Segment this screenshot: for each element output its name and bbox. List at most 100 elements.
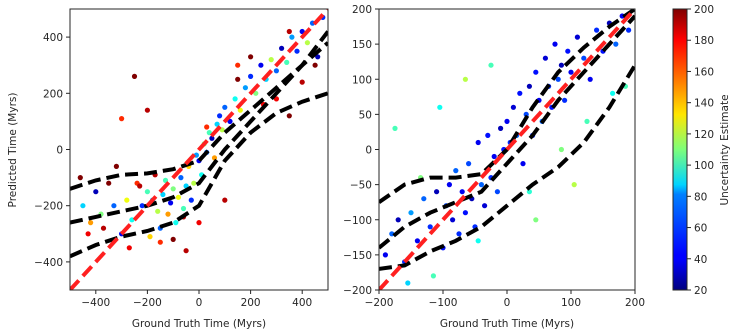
left-reference-line bbox=[70, 9, 328, 290]
right-x-axis-ticks: −200 −100 0 100 200 bbox=[365, 290, 645, 309]
right-scatter-point bbox=[568, 69, 574, 75]
right-bound-line-2 bbox=[379, 64, 635, 271]
left-scatter-point bbox=[315, 54, 321, 60]
colorbar-ticks: 20 40 60 80 100 120 140 160 180 200 bbox=[687, 4, 714, 297]
right-scatter-point bbox=[450, 217, 456, 223]
right-y-tick-label: 0 bbox=[365, 145, 372, 157]
right-scatter-point bbox=[498, 125, 504, 131]
right-scatter-point bbox=[453, 168, 459, 174]
left-scatter-point bbox=[222, 197, 228, 203]
right-scatter-point bbox=[430, 273, 436, 279]
left-scatter-point bbox=[286, 28, 292, 35]
left-scatter-point bbox=[279, 45, 285, 51]
left-scatter-point bbox=[191, 180, 197, 186]
left-scatter-point bbox=[273, 68, 279, 74]
left-y-tick-label: 0 bbox=[56, 145, 63, 157]
colorbar-tick-label: 180 bbox=[694, 35, 714, 47]
right-bound-lines bbox=[379, 9, 635, 271]
right-y-tick-label: −50 bbox=[350, 180, 372, 192]
left-scatter-point bbox=[93, 189, 99, 195]
right-scatter-point bbox=[459, 189, 465, 195]
right-scatter-point bbox=[408, 210, 414, 216]
left-scatter-point bbox=[248, 54, 254, 60]
left-scatter-point bbox=[168, 200, 174, 206]
colorbar-tick-label: 100 bbox=[694, 160, 714, 172]
right-x-axis-label: Ground Truth Time (Myrs) bbox=[440, 318, 574, 330]
left-scatter-point bbox=[77, 175, 83, 181]
right-scatter-point bbox=[526, 83, 533, 89]
right-bound-line-1 bbox=[379, 9, 635, 204]
colorbar-tick-label: 20 bbox=[694, 285, 707, 297]
left-x-tick-label: 0 bbox=[196, 297, 203, 309]
right-scatter-point bbox=[504, 118, 510, 124]
right-y-tick-label: 100 bbox=[352, 74, 372, 86]
right-scatter-point bbox=[421, 196, 427, 202]
left-scatter-point bbox=[155, 208, 161, 214]
left-scatter-point bbox=[284, 59, 290, 65]
right-scatter-point bbox=[482, 203, 488, 209]
left-scatter-point bbox=[173, 220, 179, 226]
right-scatter-point bbox=[491, 153, 497, 160]
right-scatter-point bbox=[587, 76, 593, 82]
left-scatter-point bbox=[80, 203, 86, 209]
right-scatter-point bbox=[626, 27, 632, 33]
right-scatter-point bbox=[494, 189, 500, 195]
right-scatter-point bbox=[517, 90, 523, 96]
right-y-tick-label: 150 bbox=[352, 39, 372, 51]
left-y-tick-label: 200 bbox=[43, 88, 63, 100]
right-scatter-point bbox=[456, 231, 462, 237]
right-y-tick-label: −200 bbox=[343, 285, 372, 297]
right-scatter-point bbox=[581, 55, 587, 61]
left-bound-line-1 bbox=[70, 41, 328, 191]
right-y-tick-label: 50 bbox=[359, 109, 372, 121]
left-scatter-point bbox=[144, 107, 150, 113]
colorbar-tick-label: 80 bbox=[694, 191, 707, 203]
left-scatter-point bbox=[160, 191, 166, 198]
left-scatter-point bbox=[85, 231, 91, 237]
left-scatter-point bbox=[119, 116, 125, 122]
right-x-tick-label: 0 bbox=[504, 297, 511, 309]
left-scatter-point bbox=[211, 155, 218, 161]
left-scatter-point bbox=[183, 248, 189, 254]
left-scatter-point bbox=[268, 57, 274, 63]
left-bound-line-2 bbox=[70, 91, 328, 259]
colorbar: 20 40 60 80 100 120 140 160 180 200 Uncertainty E… bbox=[672, 4, 731, 297]
right-scatter-point bbox=[558, 146, 565, 153]
right-scatter-point bbox=[446, 182, 452, 188]
right-x-tick-label: 100 bbox=[561, 297, 581, 309]
left-scatter-point bbox=[165, 211, 171, 217]
left-scatter-point bbox=[137, 183, 143, 189]
right-scatter-point bbox=[475, 238, 481, 244]
left-scatter-point bbox=[209, 135, 215, 141]
left-scatter-point bbox=[124, 197, 130, 203]
right-scatter-point bbox=[466, 161, 472, 167]
left-scatter-point bbox=[126, 245, 132, 251]
colorbar-tick-label: 40 bbox=[694, 254, 707, 266]
right-scatter-point bbox=[594, 27, 600, 33]
right-y-tick-label: −150 bbox=[343, 250, 372, 262]
left-scatter-point bbox=[170, 186, 176, 192]
left-scatter-point bbox=[222, 104, 228, 110]
left-x-tick-label: −200 bbox=[133, 297, 162, 309]
right-scatter-point bbox=[382, 252, 388, 258]
right-scatter-point bbox=[562, 97, 568, 103]
left-scatter-point bbox=[206, 130, 212, 136]
left-scatter-point bbox=[304, 40, 310, 46]
left-x-tick-label: −400 bbox=[81, 297, 110, 309]
right-scatter-point bbox=[405, 280, 411, 286]
right-y-axis-ticks: −200 −150 −100 −50 0 50 100 150 200 bbox=[343, 4, 379, 297]
right-scatter-point bbox=[462, 76, 468, 82]
colorbar-tick-label: 120 bbox=[694, 129, 714, 141]
right-scatter-point bbox=[542, 55, 549, 61]
left-scatter-point bbox=[235, 76, 241, 82]
right-scatter-point bbox=[571, 182, 577, 188]
right-scatter-point bbox=[565, 48, 571, 54]
left-scatter-point bbox=[237, 107, 243, 113]
left-scatter-point bbox=[106, 180, 112, 186]
left-y-axis-ticks: −400 −200 0 200 400 bbox=[34, 32, 70, 269]
right-scatter-point bbox=[475, 139, 481, 146]
left-scatter-point bbox=[242, 85, 248, 91]
left-y-tick-label: −200 bbox=[34, 201, 63, 213]
left-scatter-point bbox=[299, 79, 305, 85]
right-scatter-plot: −200 −100 0 100 200 −200 −150 −100 −50 0 50 100 150… bbox=[343, 4, 645, 330]
